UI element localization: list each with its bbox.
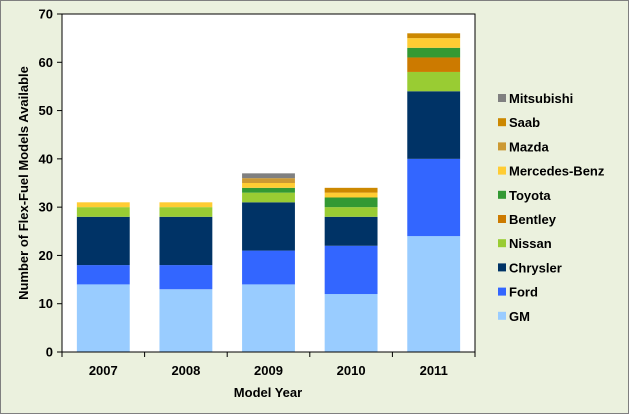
bar-segment-gm-2008 bbox=[159, 289, 213, 352]
bar-segment-nissan-2009 bbox=[242, 192, 295, 203]
y-tick-label: 70 bbox=[39, 7, 53, 22]
y-tick-label: 30 bbox=[39, 200, 53, 215]
bar-segment-nissan-2008 bbox=[159, 207, 213, 217]
legend-label-bentley: Bentley bbox=[509, 212, 557, 227]
bar-segment-mitsubishi-2009 bbox=[242, 173, 295, 179]
legend-label-nissan: Nissan bbox=[509, 236, 552, 251]
bar-segment-bentley-2011 bbox=[407, 57, 461, 72]
legend-swatch-mercedes-benz bbox=[498, 166, 506, 175]
legend-label-ford: Ford bbox=[509, 285, 538, 300]
bar-segment-chrysler-2010 bbox=[324, 216, 378, 246]
y-tick-label: 10 bbox=[39, 296, 53, 311]
bar-segment-nissan-2011 bbox=[407, 71, 461, 92]
bar-segment-chrysler-2009 bbox=[242, 202, 295, 251]
bar-segment-ford-2010 bbox=[324, 245, 378, 295]
bar-segment-mercedes-benz-2008 bbox=[159, 202, 213, 208]
legend-swatch-mazda bbox=[498, 142, 506, 151]
x-tick-label: 2010 bbox=[337, 363, 366, 378]
x-tick-label: 2009 bbox=[254, 363, 283, 378]
legend-swatch-bentley bbox=[498, 215, 506, 223]
bar-segment-gm-2009 bbox=[242, 284, 295, 352]
bar-segment-saab-2011 bbox=[407, 33, 461, 39]
legend-swatch-mitsubishi bbox=[498, 94, 506, 102]
bar-segment-toyota-2009 bbox=[242, 187, 295, 193]
x-tick-label: 2011 bbox=[420, 363, 448, 378]
legend-swatch-gm bbox=[498, 311, 506, 320]
legend-label-saab: Saab bbox=[509, 115, 540, 130]
legend-swatch-toyota bbox=[498, 190, 506, 199]
bar-segment-nissan-2010 bbox=[324, 207, 378, 217]
legend-label-gm: GM bbox=[509, 309, 530, 324]
y-tick-label: 20 bbox=[39, 248, 53, 263]
legend-swatch-chrysler bbox=[498, 263, 506, 272]
bar-segment-toyota-2011 bbox=[407, 47, 461, 58]
y-tick-label: 40 bbox=[39, 151, 53, 166]
bar-segment-mercedes-benz-2011 bbox=[407, 38, 461, 48]
legend-label-toyota: Toyota bbox=[509, 188, 551, 203]
bar-segment-toyota-2010 bbox=[324, 197, 378, 208]
legend-label-mazda: Mazda bbox=[509, 139, 550, 154]
x-axis-title: Model Year bbox=[234, 385, 302, 400]
y-axis-title: Number of Flex-Fuel Models Available bbox=[16, 66, 31, 300]
y-tick-label: 60 bbox=[39, 55, 53, 70]
legend-swatch-nissan bbox=[498, 239, 506, 248]
bar-segment-mazda-2009 bbox=[242, 178, 295, 183]
legend-swatch-saab bbox=[498, 118, 506, 127]
bar-segment-gm-2010 bbox=[324, 294, 378, 352]
bar-segment-ford-2007 bbox=[76, 265, 130, 285]
x-tick-label: 2008 bbox=[171, 363, 200, 378]
x-tick-label: 2007 bbox=[89, 363, 118, 378]
bar-segment-mercedes-benz-2009 bbox=[242, 183, 295, 188]
bar-segment-nissan-2007 bbox=[76, 207, 130, 217]
legend-label-mercedes-benz: Mercedes-Benz bbox=[509, 164, 605, 179]
bars-layer bbox=[76, 33, 461, 352]
bar-segment-chrysler-2008 bbox=[159, 216, 213, 266]
bar-segment-mercedes-benz-2010 bbox=[324, 192, 378, 198]
bar-segment-chrysler-2007 bbox=[76, 216, 130, 266]
bar-segment-ford-2011 bbox=[407, 158, 461, 237]
axes-layer: 0 10 20 30 40 50 60 70 2007 2008 2009 2010 2011 bbox=[39, 7, 476, 378]
bar-segment-ford-2008 bbox=[159, 265, 213, 290]
legend-swatch-ford bbox=[498, 287, 506, 296]
bar-segment-gm-2007 bbox=[76, 284, 130, 352]
legend-label-mitsubishi: Mitsubishi bbox=[509, 91, 573, 106]
bar-segment-mercedes-benz-2007 bbox=[76, 202, 130, 208]
legend: Mitsubishi Saab Mazda Mercedes-Benz Toyota Be… bbox=[498, 91, 605, 324]
bar-segment-saab-2010 bbox=[324, 187, 378, 193]
bar-segment-gm-2011 bbox=[407, 236, 461, 352]
y-tick-label: 50 bbox=[39, 103, 53, 118]
bar-segment-ford-2009 bbox=[242, 250, 295, 285]
legend-label-chrysler: Chrysler bbox=[509, 260, 562, 275]
bar-segment-chrysler-2011 bbox=[407, 91, 461, 159]
y-tick-label: 0 bbox=[46, 345, 53, 360]
